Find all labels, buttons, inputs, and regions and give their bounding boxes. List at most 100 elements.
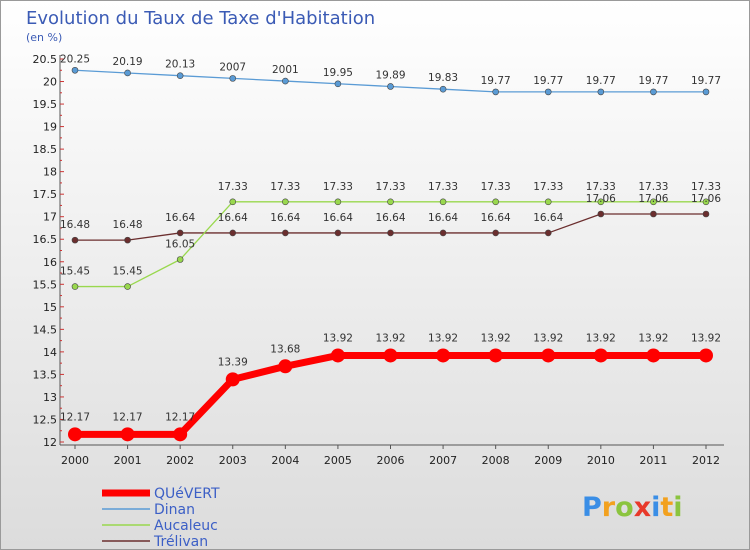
series-point bbox=[124, 283, 131, 290]
axes: 12 12.5 13 13.5 14 14.5 15 15.5 16 16.5 17 17.5 18 18… bbox=[33, 53, 724, 467]
data-label: 17.33 bbox=[428, 181, 458, 193]
data-label: 2007 bbox=[219, 61, 246, 73]
data-label: 20.13 bbox=[165, 59, 195, 71]
data-label: 13.92 bbox=[586, 332, 616, 344]
series-point bbox=[597, 210, 605, 218]
series-point bbox=[176, 72, 184, 79]
data-label: 13.92 bbox=[428, 332, 458, 344]
series-point bbox=[282, 229, 289, 237]
data-label: 16.64 bbox=[481, 212, 511, 224]
legend-label: Trélivan bbox=[153, 534, 208, 550]
data-label: 16.64 bbox=[270, 212, 300, 224]
series-point bbox=[436, 348, 451, 363]
series-point bbox=[702, 88, 710, 96]
series-point bbox=[229, 198, 237, 206]
series-point bbox=[124, 236, 131, 244]
x-tick-label: 2010 bbox=[587, 454, 615, 467]
data-label: 19.89 bbox=[375, 69, 405, 81]
x-tick-label: 2005 bbox=[324, 454, 352, 467]
data-label: 13.92 bbox=[375, 332, 405, 344]
series-point bbox=[120, 427, 135, 442]
series-point bbox=[650, 210, 657, 218]
data-label: 16.64 bbox=[218, 212, 248, 224]
series-point bbox=[593, 348, 608, 363]
series-point bbox=[492, 88, 499, 96]
series-point bbox=[176, 229, 184, 237]
data-label: 13.92 bbox=[481, 332, 511, 344]
data-label: 16.64 bbox=[323, 212, 353, 224]
y-tick-label: 14.5 bbox=[33, 323, 58, 336]
data-label: 16.48 bbox=[113, 219, 143, 231]
series-point bbox=[173, 427, 188, 442]
series-point bbox=[702, 210, 710, 218]
series-point bbox=[544, 198, 552, 206]
data-label: 17.33 bbox=[691, 181, 721, 193]
data-label: 15.45 bbox=[113, 266, 143, 278]
series-point bbox=[387, 198, 394, 206]
series-layer bbox=[68, 66, 713, 442]
series-point bbox=[650, 88, 657, 96]
data-label: 17.06 bbox=[691, 193, 721, 205]
x-tick-label: 2003 bbox=[219, 454, 247, 467]
y-tick-label: 17 bbox=[43, 211, 57, 224]
x-tick-label: 2009 bbox=[534, 454, 562, 467]
data-label: 17.33 bbox=[481, 181, 511, 193]
data-label: 17.33 bbox=[375, 181, 405, 193]
series-point bbox=[699, 348, 713, 363]
data-label: 17.33 bbox=[533, 181, 563, 193]
series-point bbox=[597, 198, 605, 206]
data-label: 15.45 bbox=[60, 266, 90, 278]
data-label: 17.33 bbox=[218, 181, 248, 193]
series-point bbox=[646, 348, 661, 363]
x-tick-label: 2002 bbox=[166, 454, 194, 467]
y-tick-label: 17.5 bbox=[33, 188, 58, 201]
series-point bbox=[387, 83, 394, 90]
y-tick-label: 16.5 bbox=[33, 233, 58, 246]
series-point bbox=[282, 198, 289, 206]
series-point bbox=[544, 229, 552, 237]
x-tick-label: 2000 bbox=[61, 454, 89, 467]
series-point bbox=[488, 348, 503, 363]
series-point bbox=[650, 198, 657, 206]
data-label: 16.64 bbox=[375, 212, 405, 224]
series-point bbox=[229, 75, 237, 82]
data-label: 16.64 bbox=[533, 212, 563, 224]
y-tick-label: 16 bbox=[43, 256, 57, 269]
series-point bbox=[282, 77, 289, 85]
y-tick-label: 12 bbox=[43, 436, 57, 449]
y-tick-label: 13.5 bbox=[33, 368, 58, 381]
data-label: 17.33 bbox=[586, 181, 616, 193]
series-point bbox=[225, 372, 240, 387]
data-label: 12.17 bbox=[113, 411, 143, 423]
series-point bbox=[229, 229, 237, 237]
data-label: 13.39 bbox=[218, 356, 248, 368]
chart-subtitle: (en %) bbox=[26, 31, 62, 44]
x-tick-label: 2006 bbox=[377, 454, 405, 467]
legend-label: Dinan bbox=[154, 502, 195, 518]
series-point bbox=[68, 427, 82, 442]
series-point bbox=[387, 229, 394, 237]
data-label: 12.17 bbox=[165, 411, 195, 423]
data-label: 20.25 bbox=[60, 53, 90, 65]
legend-label: QUéVERT bbox=[154, 486, 220, 502]
series-point bbox=[330, 348, 345, 363]
x-tick-label: 2004 bbox=[271, 454, 299, 467]
data-labels: 12.17 12.17 12.17 13.39 13.68 13.92 13.92 13.92… bbox=[60, 53, 721, 423]
series-point bbox=[334, 229, 342, 237]
x-tick-label: 2007 bbox=[429, 454, 457, 467]
proxiti-logo: Proxiti bbox=[582, 492, 683, 523]
data-label: 17.33 bbox=[638, 181, 668, 193]
y-tick-label: 18 bbox=[43, 166, 57, 179]
y-tick-label: 12.5 bbox=[33, 413, 58, 426]
series-point bbox=[383, 348, 398, 363]
x-tick-label: 2008 bbox=[482, 454, 510, 467]
data-label: 19.95 bbox=[323, 67, 353, 79]
chart-title: Evolution du Taux de Taxe d'Habitation bbox=[26, 8, 375, 29]
data-label: 19.77 bbox=[481, 75, 511, 87]
data-label: 20.19 bbox=[113, 56, 143, 68]
series-point bbox=[334, 198, 342, 206]
data-label: 12.17 bbox=[60, 411, 90, 423]
y-tick-label: 13 bbox=[43, 391, 57, 404]
